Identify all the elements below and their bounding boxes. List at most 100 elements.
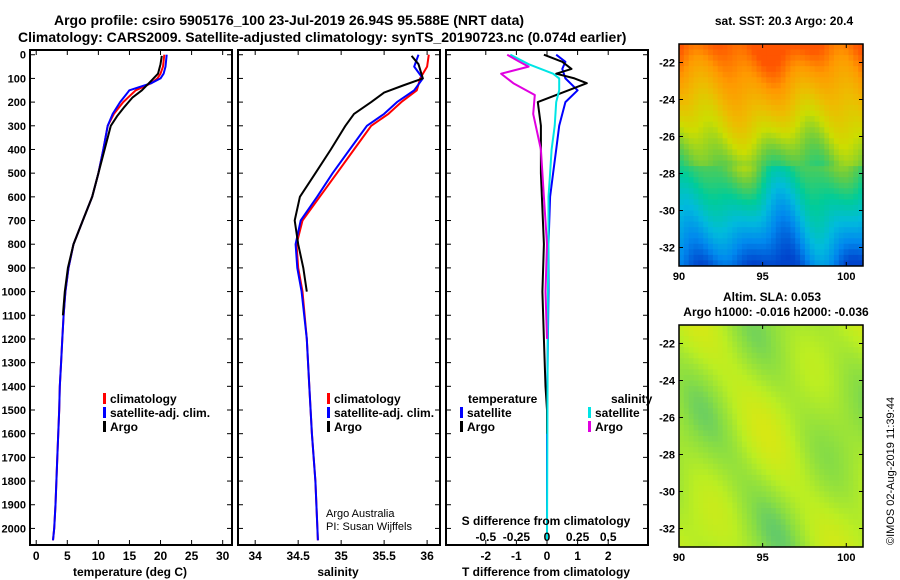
map-cell [727,60,733,67]
map-cell [843,358,849,365]
map-cell [843,254,849,261]
map-cell [688,232,695,239]
map-cell [732,182,738,189]
map-cell [698,430,704,437]
map-cell [746,408,753,415]
map-cell [800,221,806,228]
map-cell [780,441,787,448]
map-cell [853,474,859,481]
map-cell [693,60,699,67]
map-cell [717,188,724,195]
map-cell [780,221,787,228]
map-cell [804,171,811,178]
map-cell [708,352,714,359]
map-cell [795,430,801,437]
map-cell [848,232,854,239]
map-cell [771,44,777,51]
map-cell [848,508,854,515]
map-cell [688,204,695,211]
map-cell [727,430,733,437]
map-cell [853,199,859,206]
map-cell [795,188,801,195]
map-cell [693,474,699,481]
map-cell [814,60,820,67]
map-cell [756,155,762,162]
map-cell [741,138,748,145]
map-cell [722,485,728,492]
map-cell [848,227,854,234]
map-cell [737,260,743,267]
map-cell [688,463,695,470]
map-cell [698,71,704,78]
map-cell [712,216,719,223]
map-cell [698,419,704,426]
map-cell [800,436,806,443]
map-cell [771,430,777,437]
map-cell [708,71,714,78]
map-cell [829,210,835,217]
map-cell [732,99,738,106]
map-cell [727,127,733,134]
map-cell [795,60,801,67]
map-cell [790,463,796,470]
map-cell [746,397,753,404]
map-cell [819,369,825,376]
map-cell [708,419,714,426]
x-tick-label: 2 [605,549,612,563]
map-cell [848,369,854,376]
map-cell [843,193,849,200]
map-cell [761,386,767,393]
map-cell [800,210,806,217]
map-cell [712,341,719,348]
map-cell [717,436,724,443]
map-cell [843,55,849,62]
map-cell [761,469,767,476]
map-cell [746,469,753,476]
map-cell [722,402,728,409]
map-cell [732,49,738,56]
map-cell [741,419,748,426]
map-cell [683,497,690,504]
map-cell [804,138,811,145]
map-cell [732,386,738,393]
map-cell [775,497,782,504]
map-cell [775,238,782,245]
map-cell [814,260,820,267]
map-cell [683,474,690,481]
map-cell [717,243,724,250]
map-cell [766,177,772,184]
map-cell [838,49,845,56]
map-cell [732,216,738,223]
map-cell [717,363,724,370]
map-cell [683,458,690,465]
map-cell [838,452,845,459]
map-cell [698,469,704,476]
map-cell [829,221,835,228]
map-cell [737,216,743,223]
map-cell [804,413,811,420]
map-cell [771,182,777,189]
map-cell [814,166,820,173]
map-cell [698,497,704,504]
map-cell [703,463,709,470]
map-cell [833,99,840,106]
map-cell [838,358,845,365]
map-cell [833,530,840,537]
map-cell [775,519,782,526]
map-cell [804,88,811,95]
map-cell [790,171,796,178]
map-cell [785,347,791,354]
map-cell [819,480,825,487]
map-cell [838,216,845,223]
map-cell [809,524,816,531]
map-cell [679,116,685,123]
map-cell [795,121,801,128]
map-cell [751,358,757,365]
map-cell [829,541,835,548]
map-cell [771,408,777,415]
map-cell [746,513,753,520]
map-cell [858,143,864,150]
map-cell [766,458,772,465]
map-cell [756,77,762,84]
map-cell [824,93,830,100]
